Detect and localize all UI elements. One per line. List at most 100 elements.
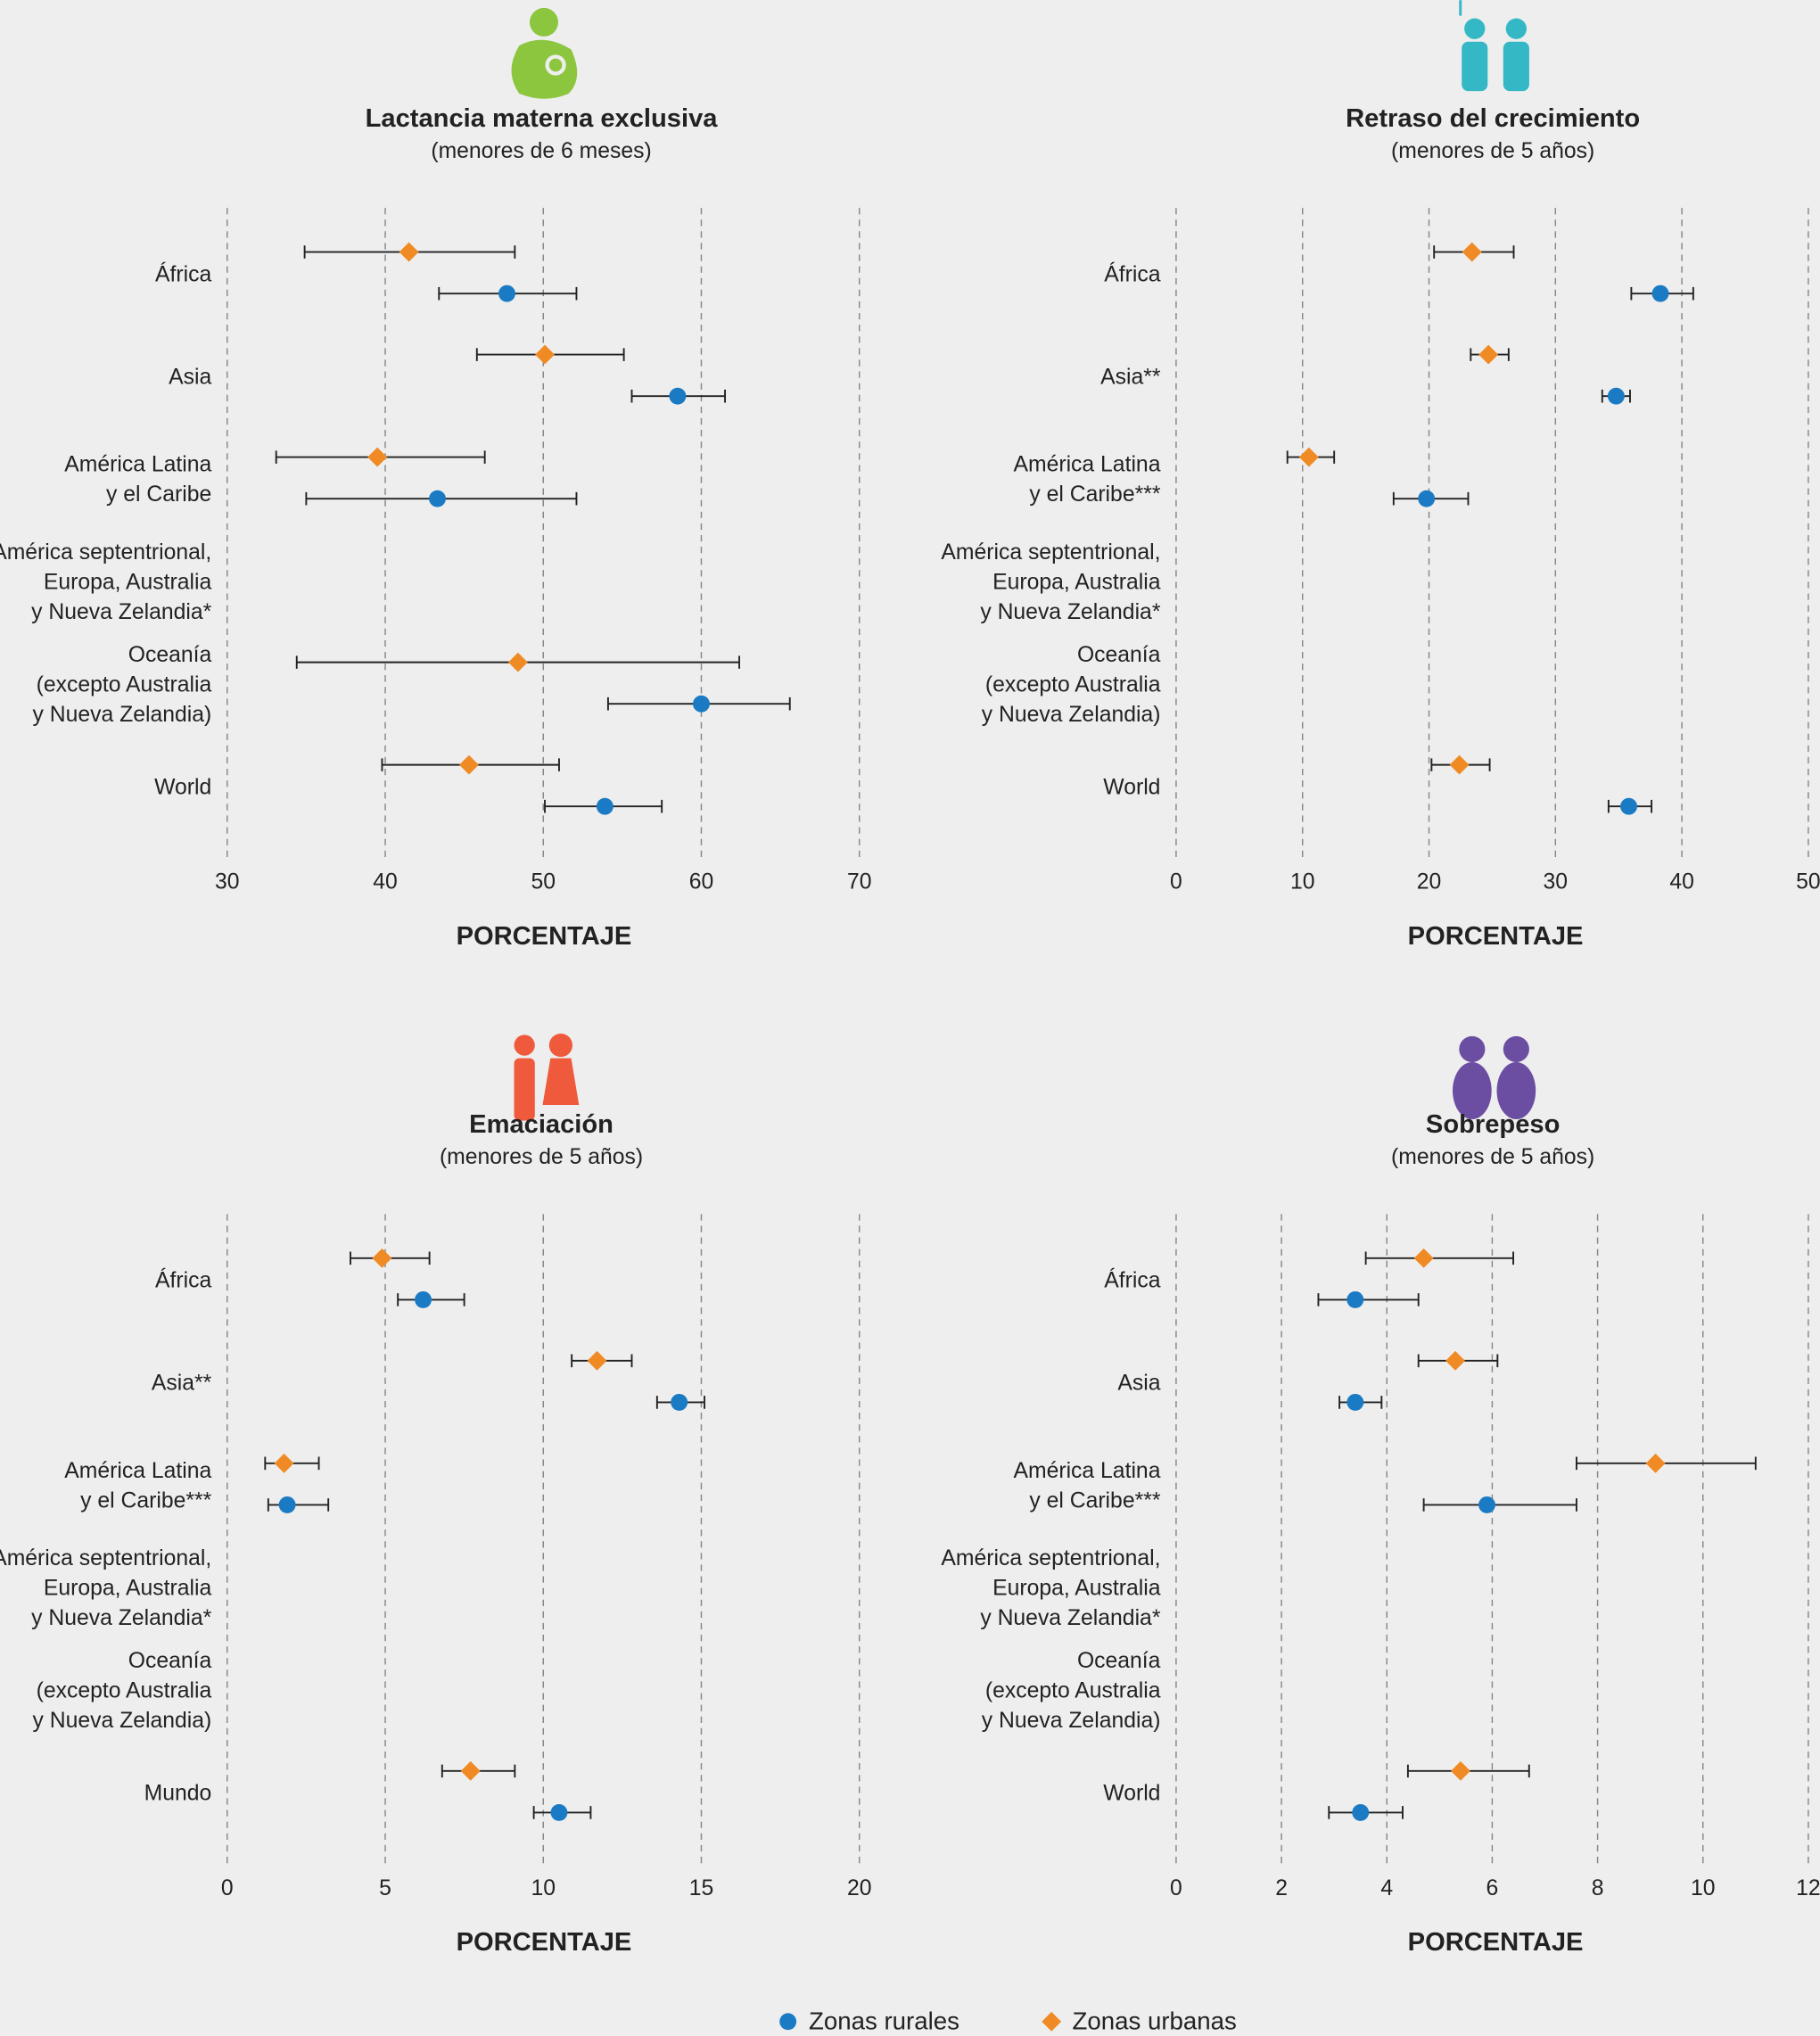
x-axis-label: PORCENTAJE: [1408, 1928, 1584, 1957]
legend: Zonas rurales Zonas urbanas: [779, 2007, 1237, 2035]
category-label: Oceanía: [1077, 1649, 1161, 1673]
category-label: Asia**: [1100, 365, 1161, 389]
chart-title: Retraso del crecimiento: [1346, 104, 1640, 133]
icon-breastfeeding: [511, 7, 578, 99]
x-tick-label: 0: [1170, 1876, 1182, 1900]
x-tick-label: 60: [689, 870, 714, 894]
category-label: Asia**: [152, 1372, 212, 1396]
data-point: [1352, 1803, 1370, 1821]
category-label: y Nueva Zelandia*: [31, 600, 211, 624]
x-tick-label: 2: [1275, 1876, 1288, 1900]
error-bar: [1422, 1498, 1577, 1512]
category-label: y el Caribe: [106, 482, 211, 507]
chart-title: Emaciación: [469, 1110, 614, 1139]
x-tick-label: 8: [1592, 1876, 1604, 1900]
category-label: África: [1104, 262, 1160, 286]
data-point: [460, 1760, 481, 1781]
category-label: África: [155, 1269, 211, 1293]
legend-marker: [1042, 2011, 1062, 2032]
chart-subtitle: (menores de 5 años): [440, 1145, 643, 1169]
category-label: Europa, Australia: [992, 1577, 1161, 1601]
x-tick-label: 10: [531, 1876, 556, 1900]
data-point: [550, 1803, 568, 1821]
error-bar: [267, 1498, 330, 1512]
data-point: [429, 490, 446, 507]
category-label: América septentrional,: [941, 1546, 1160, 1570]
icon-overweight: [1453, 1035, 1536, 1120]
x-tick-label: 10: [1290, 870, 1315, 894]
icon-wasting: [514, 1033, 580, 1121]
chart-title: Sobrepeso: [1426, 1110, 1560, 1139]
category-label: y Nueva Zelandia*: [980, 1606, 1160, 1630]
category-label: y Nueva Zelandia): [33, 703, 212, 727]
x-tick-label: 40: [373, 870, 398, 894]
data-point: [372, 1248, 392, 1268]
category-label: América Latina: [1013, 1459, 1160, 1483]
data-point: [587, 1350, 607, 1371]
category-label: Europa, Australia: [44, 570, 212, 594]
data-point: [415, 1290, 432, 1308]
category-label: América septentrional,: [941, 540, 1160, 565]
category-label: y Nueva Zelandia*: [980, 600, 1160, 624]
data-point: [1451, 1760, 1470, 1781]
category-label: y el Caribe***: [1029, 1488, 1160, 1513]
data-point: [596, 797, 614, 815]
legend-marker: [779, 2013, 797, 2031]
x-tick-label: 30: [215, 870, 240, 894]
category-label: Europa, Australia: [992, 570, 1161, 594]
data-point: [1620, 797, 1638, 815]
data-point: [507, 652, 528, 672]
category-label: América Latina: [64, 1459, 211, 1483]
category-label: y el Caribe***: [1029, 482, 1160, 507]
data-point: [1645, 1453, 1666, 1473]
category-label: América Latina: [1013, 453, 1160, 477]
category-label: World: [1103, 775, 1160, 799]
data-point: [535, 344, 555, 365]
data-point: [1651, 284, 1669, 302]
data-point: [1413, 1248, 1434, 1268]
x-tick-label: 50: [1796, 870, 1820, 894]
data-point: [1298, 447, 1319, 467]
data-point: [669, 387, 687, 405]
category-label: (excepto Australia: [985, 672, 1161, 697]
x-tick-label: 0: [221, 1876, 234, 1900]
data-point: [1462, 242, 1482, 262]
category-label: América septentrional,: [0, 1546, 211, 1570]
category-label: Asia: [1117, 1372, 1160, 1396]
category-label: (excepto Australia: [37, 1679, 212, 1703]
data-point: [459, 754, 479, 775]
category-label: y Nueva Zelandia): [33, 1709, 212, 1733]
data-point: [1346, 1393, 1364, 1411]
x-axis-label: PORCENTAJE: [1408, 922, 1584, 951]
chart-subtitle: (menores de 6 meses): [431, 139, 651, 163]
category-label: (excepto Australia: [985, 1679, 1161, 1703]
legend-label: Zonas rurales: [809, 2007, 959, 2035]
x-tick-label: 40: [1669, 870, 1694, 894]
x-tick-label: 6: [1486, 1876, 1499, 1900]
x-tick-label: 0: [1170, 870, 1182, 894]
category-label: Mundo: [144, 1782, 212, 1806]
data-point: [278, 1496, 296, 1513]
data-point: [693, 695, 710, 713]
data-point: [274, 1453, 294, 1473]
x-tick-label: 5: [379, 1876, 391, 1900]
category-label: Europa, Australia: [44, 1577, 212, 1601]
icon-stunting: [1459, 0, 1529, 92]
category-label: África: [1104, 1269, 1160, 1293]
data-point: [1478, 1496, 1495, 1513]
category-label: Oceanía: [128, 643, 212, 667]
category-label: Oceanía: [1077, 643, 1161, 667]
category-label: América septentrional,: [0, 540, 211, 565]
x-tick-label: 4: [1380, 1876, 1393, 1900]
error-bar: [1575, 1456, 1757, 1471]
category-label: (excepto Australia: [37, 672, 212, 697]
category-label: World: [1103, 1782, 1160, 1806]
x-tick-label: 20: [847, 1876, 872, 1900]
category-label: África: [155, 262, 211, 286]
category-label: Oceanía: [128, 1649, 212, 1673]
x-tick-label: 70: [847, 870, 872, 894]
category-label: América Latina: [64, 453, 211, 477]
x-tick-label: 12: [1796, 1876, 1820, 1900]
x-axis-label: PORCENTAJE: [457, 1928, 632, 1957]
